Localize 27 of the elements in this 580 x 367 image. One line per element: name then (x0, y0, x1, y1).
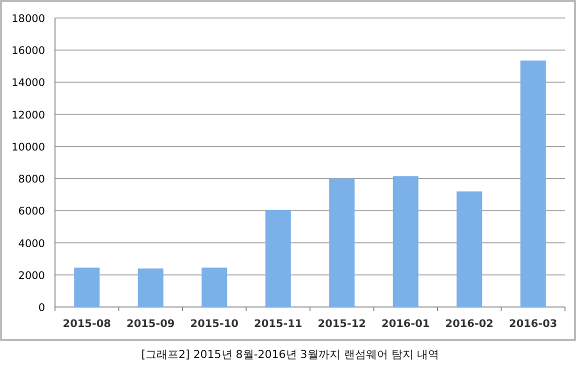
x-tick-label: 2015-08 (62, 318, 111, 330)
x-tick-label: 2016-01 (382, 318, 430, 330)
y-tick-label: 14000 (12, 77, 45, 90)
x-tick-label: 2015-10 (190, 318, 238, 330)
bar (74, 268, 100, 307)
bar (392, 176, 418, 307)
y-tick-label: 10000 (12, 141, 45, 154)
x-tick-label: 2016-02 (445, 318, 494, 330)
x-tick-label: 2015-12 (318, 318, 366, 330)
x-tick-label: 2015-11 (254, 318, 302, 330)
bar (138, 268, 164, 307)
text: [그래프2] 2015년 8월-2016년 3월까지 랜섬웨어 탐지 내역 (141, 348, 439, 361)
y-tick-label: 0 (38, 302, 45, 314)
bar (520, 60, 546, 307)
y-tick-label: 18000 (12, 13, 45, 25)
x-tick-label: 2016-03 (509, 318, 558, 330)
x-tick-label: 2015-09 (126, 318, 175, 330)
bar (456, 191, 482, 307)
y-tick-label: 8000 (18, 174, 45, 186)
bar (329, 178, 355, 307)
bar (202, 268, 228, 307)
y-tick-label: 6000 (18, 206, 45, 218)
y-tick-label: 2000 (18, 270, 45, 282)
y-tick-label: 12000 (12, 109, 45, 122)
bar (265, 210, 291, 307)
y-tick-label: 4000 (18, 238, 45, 250)
y-tick-label: 16000 (12, 45, 45, 58)
